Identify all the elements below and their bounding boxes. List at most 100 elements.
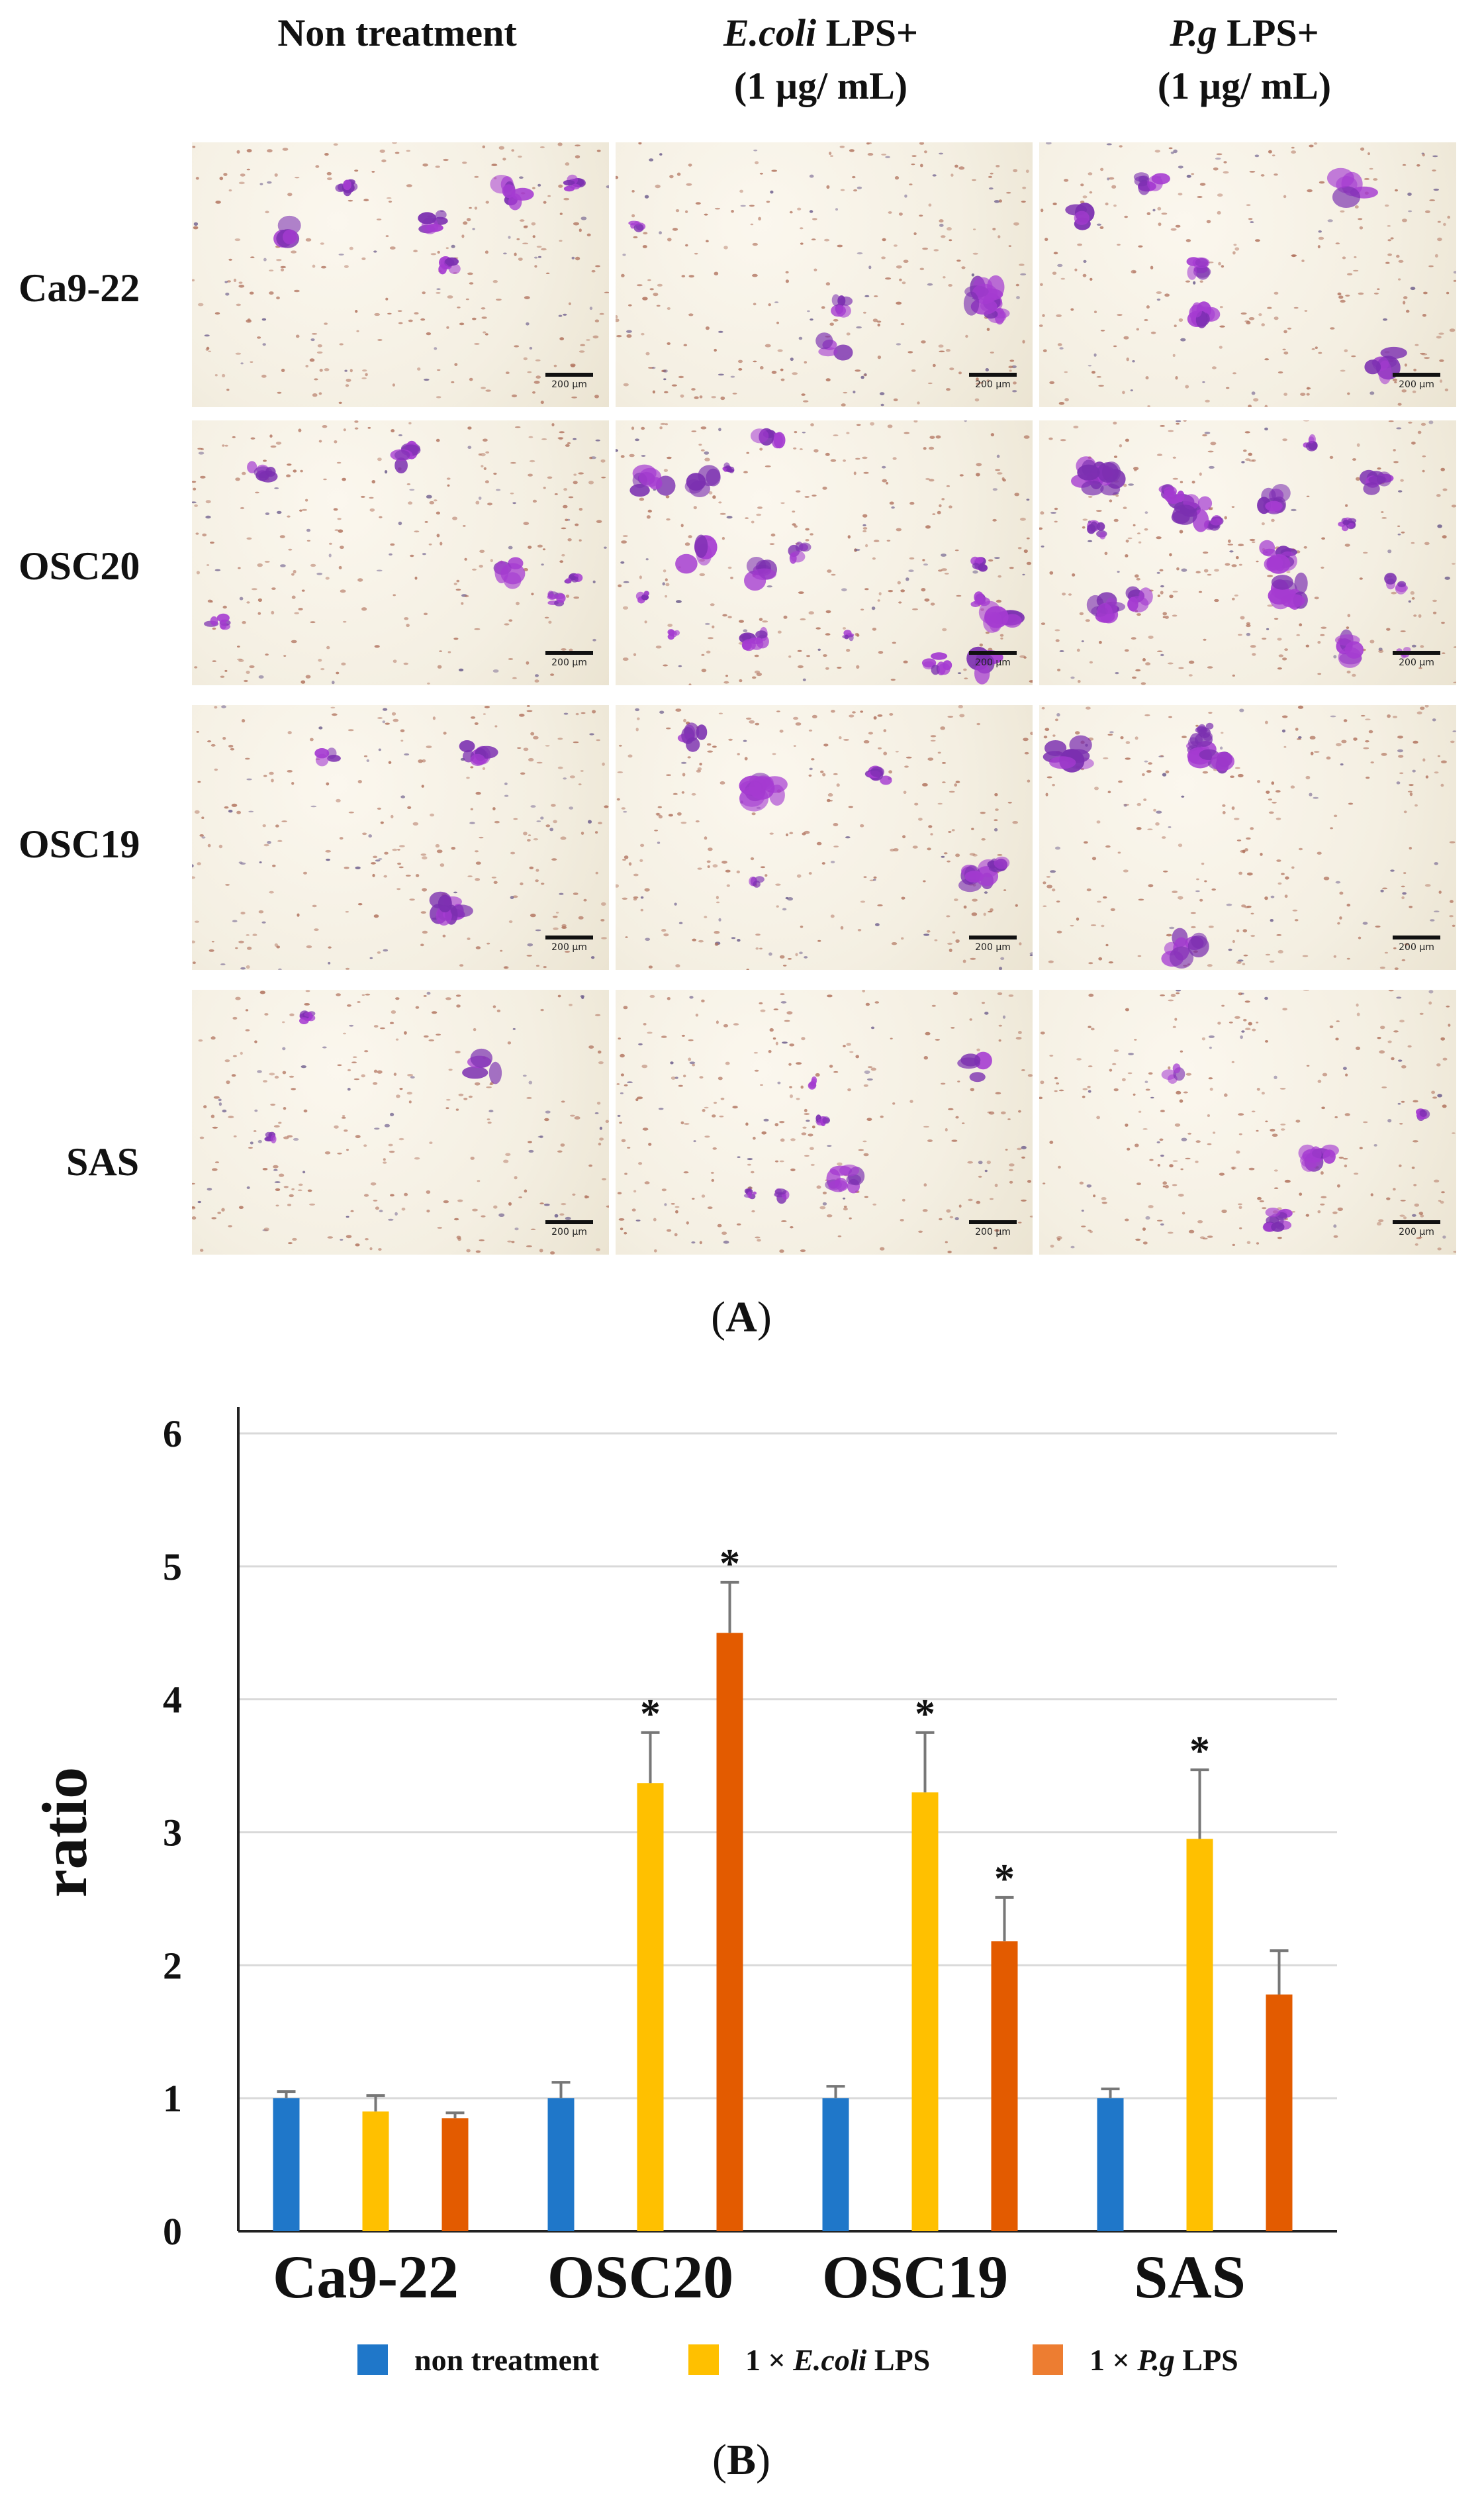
micrograph-osc20-ecoli-lps: 200 µm — [616, 420, 1033, 685]
panel-label-a: (A) — [662, 1291, 821, 1344]
micrograph-sas-ecoli-lps: 200 µm — [616, 990, 1033, 1255]
legend-label-italic: P.g — [1137, 2343, 1175, 2377]
bar-ca9-22-series-2 — [441, 2118, 469, 2231]
scale-bar-label: 200 µm — [975, 657, 1011, 668]
micrograph-texture — [192, 990, 609, 1255]
significance-marker: * — [1189, 1729, 1210, 1774]
scale-bar: 200 µm — [1393, 373, 1440, 394]
bar-sas-series-0 — [1097, 2098, 1124, 2231]
significance-marker: * — [719, 1541, 740, 1586]
micrograph-osc19-pg-lps: 200 µm — [1039, 705, 1456, 970]
bar-ca9-22-series-0 — [273, 2098, 300, 2231]
legend-label: 1 × P.g LPS — [1090, 2340, 1238, 2380]
scale-bar-label: 200 µm — [975, 1227, 1011, 1237]
scale-bar: 200 µm — [545, 373, 593, 394]
scale-bar-label: 200 µm — [975, 942, 1011, 953]
column-header-concentration: (1 µg/ mL) — [1157, 64, 1332, 107]
scale-bar-label: 200 µm — [551, 942, 587, 953]
legend-item-ecoli-lps: 1 × E.coli LPS — [688, 2340, 1006, 2380]
scale-bar: 200 µm — [545, 651, 593, 672]
panel-label-b: (B) — [662, 2434, 821, 2487]
scale-bar-label: 200 µm — [551, 379, 587, 390]
legend-swatch — [688, 2344, 719, 2375]
micrograph-texture — [616, 420, 1033, 685]
column-header-italic: E.coli — [723, 11, 817, 54]
legend-item-non-treatment: non treatment — [357, 2340, 662, 2380]
bar-sas-series-2 — [1266, 1994, 1293, 2231]
row-label-osc20: OSC20 — [19, 544, 140, 588]
legend-label-prefix: 1 × — [1090, 2343, 1138, 2377]
scale-bar-line — [545, 373, 593, 377]
legend-label-suffix: LPS — [866, 2343, 931, 2377]
column-header-ecoli-lps: E.coli LPS+ (1 µg/ mL) — [616, 7, 1026, 113]
y-tick-label: 4 — [163, 1678, 182, 1721]
y-tick-label: 0 — [163, 2210, 182, 2253]
scale-bar-label: 200 µm — [551, 657, 587, 668]
bar-ca9-22-series-1 — [362, 2111, 389, 2231]
panel-label-prefix: ( — [712, 2436, 727, 2484]
micrograph-osc20-non-treatment: 200 µm — [192, 420, 609, 685]
column-header-italic: P.g — [1170, 11, 1217, 54]
scale-bar-line — [1393, 373, 1440, 377]
scale-bar-label: 200 µm — [551, 1227, 587, 1237]
x-tick-label: SAS — [1134, 2243, 1246, 2311]
column-header-rest: LPS+ — [816, 11, 919, 54]
micrograph-texture — [616, 705, 1033, 970]
micrograph-sas-non-treatment: 200 µm — [192, 990, 609, 1255]
micrograph-osc19-non-treatment: 200 µm — [192, 705, 609, 970]
scale-bar-label: 200 µm — [1399, 379, 1434, 390]
legend-label-text: non treatment — [414, 2343, 599, 2377]
significance-marker: * — [994, 1856, 1015, 1901]
micrograph-ca9-22-pg-lps: 200 µm — [1039, 142, 1456, 407]
scale-bar: 200 µm — [969, 373, 1017, 394]
column-header-line1: Non treatment — [277, 11, 517, 54]
micrograph-texture — [192, 705, 609, 970]
panel-label-suffix: ) — [757, 1293, 772, 1341]
bar-osc19-series-2 — [991, 1941, 1018, 2231]
y-axis-label: ratio — [29, 1767, 100, 1898]
scale-bar: 200 µm — [969, 1220, 1017, 1241]
column-header-non-treatment: Non treatment — [192, 7, 602, 60]
micrograph-texture — [1039, 990, 1456, 1253]
scale-bar: 200 µm — [1393, 936, 1440, 957]
x-tick-label: OSC20 — [547, 2243, 733, 2311]
micrograph-ca9-22-non-treatment: 200 µm — [192, 142, 609, 407]
panel-label-letter: B — [726, 2436, 757, 2484]
row-label-ca9-22: Ca9-22 — [19, 266, 140, 310]
column-header-concentration: (1 µg/ mL) — [733, 64, 908, 107]
scale-bar-line — [1393, 936, 1440, 939]
legend-item-pg-lps: 1 × P.g LPS — [1033, 2340, 1324, 2380]
scale-bar: 200 µm — [545, 936, 593, 957]
column-header-pg-lps: P.g LPS+ (1 µg/ mL) — [1033, 7, 1456, 113]
scale-bar-line — [969, 651, 1017, 655]
row-label-osc19: OSC19 — [19, 822, 140, 866]
x-tick-label: Ca9-22 — [273, 2243, 459, 2311]
micrograph-sas-pg-lps: 200 µm — [1039, 990, 1456, 1255]
scale-bar: 200 µm — [1393, 1220, 1440, 1241]
micrograph-texture — [1039, 142, 1456, 407]
y-tick-label: 6 — [163, 1412, 182, 1455]
bar-osc19-series-1 — [911, 1792, 939, 2231]
micrograph-osc19-ecoli-lps: 200 µm — [616, 705, 1033, 970]
legend-label: 1 × E.coli LPS — [745, 2340, 930, 2380]
scale-bar-line — [1393, 1220, 1440, 1224]
micrograph-texture — [1039, 420, 1456, 685]
scale-bar: 200 µm — [969, 936, 1017, 957]
scale-bar-line — [545, 651, 593, 655]
micrograph-texture — [192, 420, 607, 685]
scale-bar: 200 µm — [545, 1220, 593, 1241]
y-tick-label: 2 — [163, 1944, 182, 1987]
panel-label-suffix: ) — [756, 2436, 770, 2484]
micrograph-texture — [1041, 705, 1456, 970]
scale-bar-line — [1393, 651, 1440, 655]
legend-swatch — [357, 2344, 388, 2375]
y-tick-label: 1 — [163, 2077, 182, 2120]
legend-label-suffix: LPS — [1174, 2343, 1238, 2377]
x-tick-label: OSC19 — [822, 2243, 1008, 2311]
y-tick-label: 3 — [163, 1811, 182, 1854]
scale-bar-line — [545, 1220, 593, 1224]
significance-marker: * — [640, 1692, 661, 1737]
scale-bar-label: 200 µm — [1399, 942, 1434, 953]
bar-sas-series-1 — [1186, 1839, 1213, 2231]
